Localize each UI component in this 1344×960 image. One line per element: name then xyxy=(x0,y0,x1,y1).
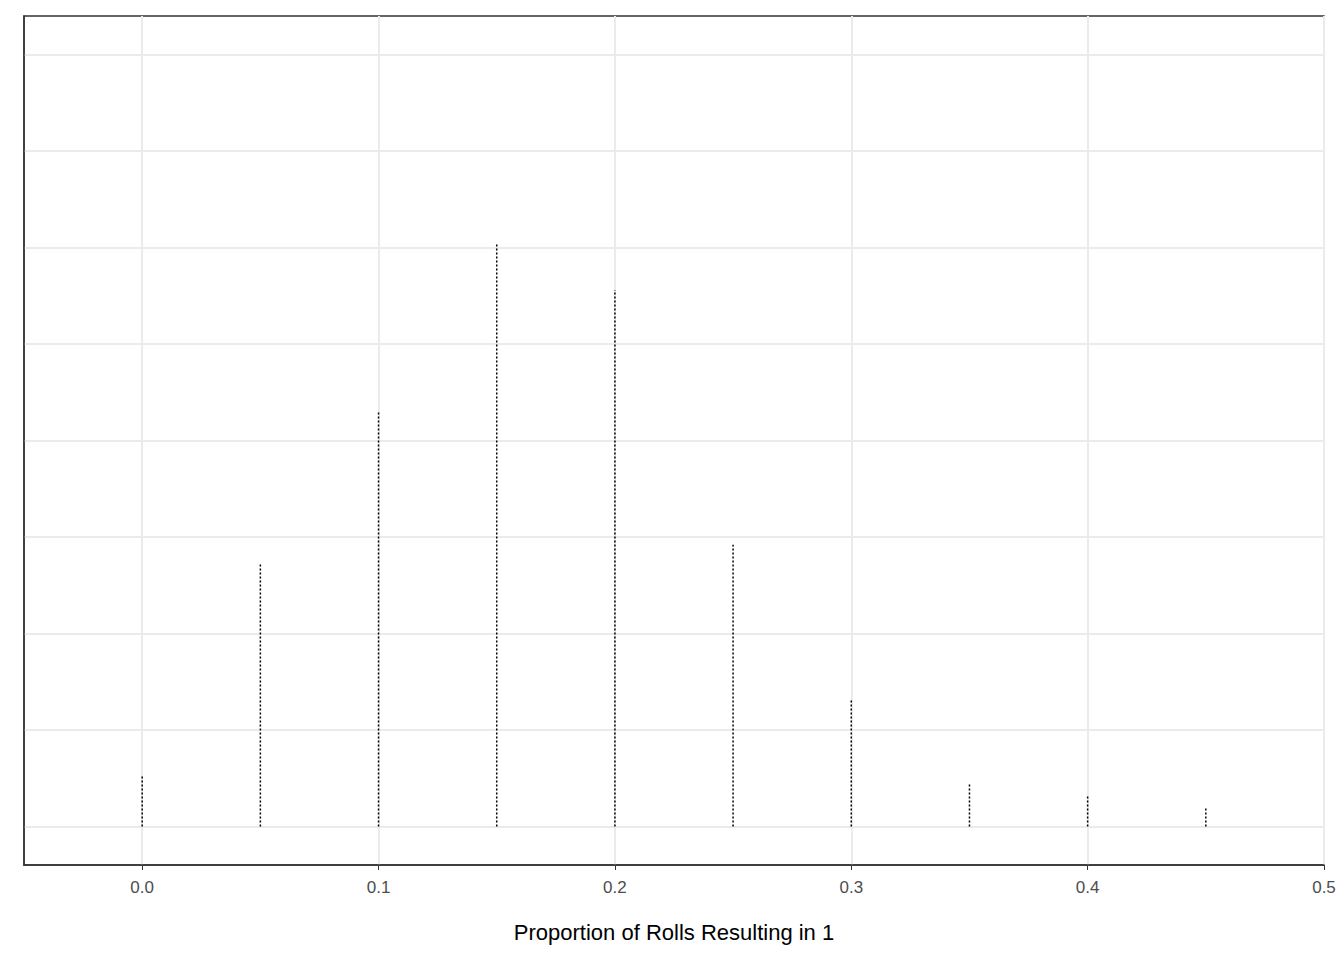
svg-text:0.2: 0.2 xyxy=(603,878,627,897)
svg-text:0.5: 0.5 xyxy=(1312,878,1336,897)
svg-text:Proportion of Rolls Resulting: Proportion of Rolls Resulting in 1 xyxy=(514,920,834,945)
svg-text:0.3: 0.3 xyxy=(839,878,863,897)
svg-text:0.1: 0.1 xyxy=(367,878,391,897)
svg-text:0.4: 0.4 xyxy=(1076,878,1100,897)
svg-text:0.0: 0.0 xyxy=(130,878,154,897)
